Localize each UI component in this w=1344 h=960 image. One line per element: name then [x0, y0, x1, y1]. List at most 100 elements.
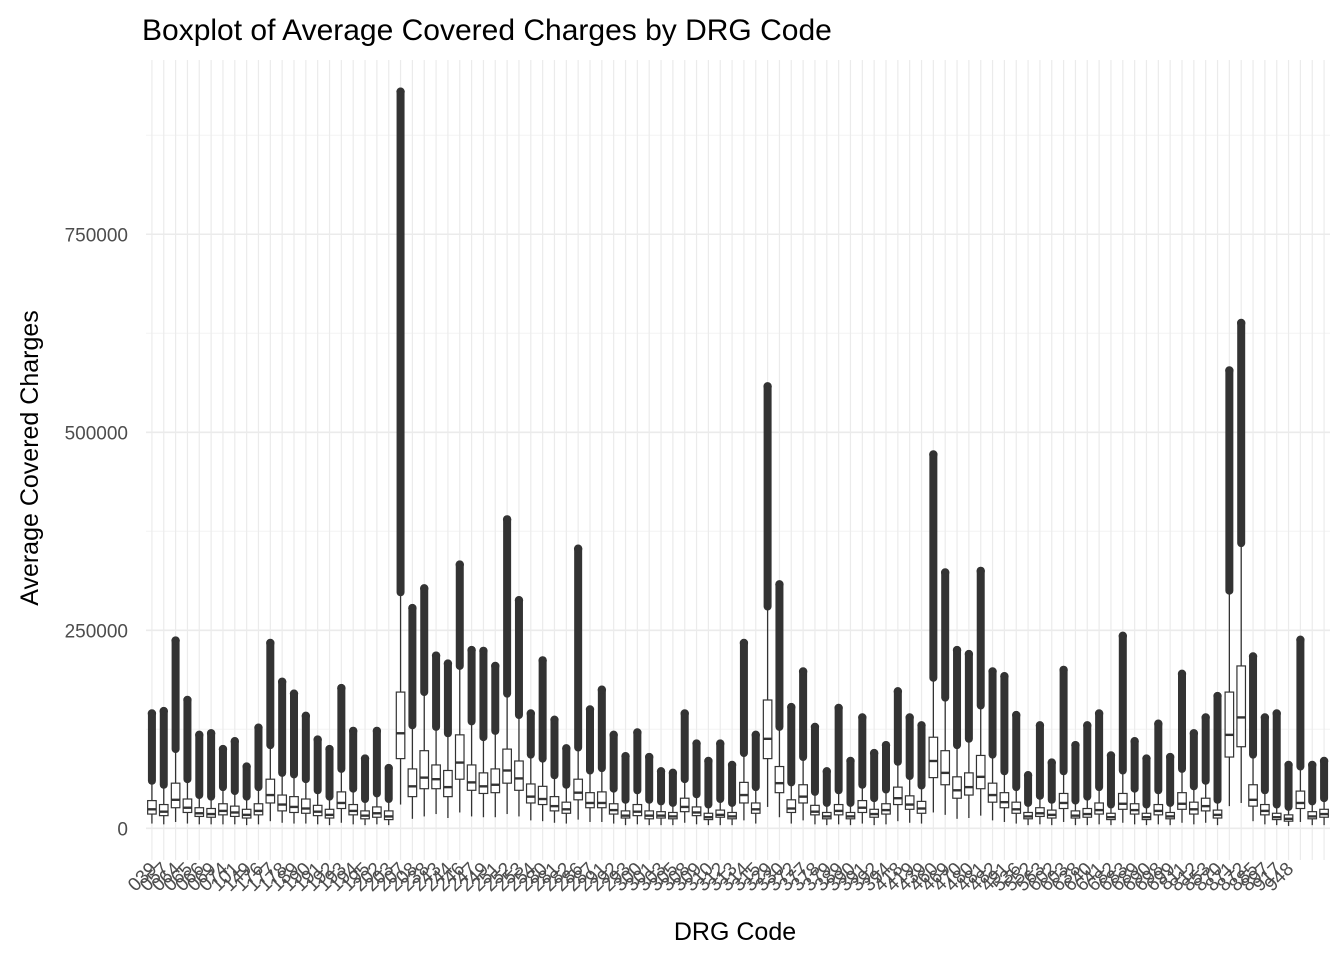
box-682 [1106, 751, 1116, 826]
box-291 [596, 685, 607, 822]
outlier-point [218, 744, 228, 754]
box-178 [277, 677, 288, 823]
box-330 [774, 580, 785, 818]
box-870 [1212, 691, 1223, 826]
box-body [904, 795, 915, 810]
box-378 [810, 722, 820, 825]
outlier-point [834, 703, 843, 713]
box-699 [1165, 752, 1176, 826]
box-246 [454, 560, 465, 813]
outlier-point [431, 651, 441, 660]
box-189 [289, 689, 299, 824]
outlier-point [550, 715, 559, 725]
box-undefined [1319, 756, 1329, 826]
outlier-point [597, 685, 607, 694]
box-074 [218, 744, 228, 825]
outlier-point [869, 748, 879, 758]
box-body [952, 776, 962, 799]
box-body [739, 781, 749, 804]
outlier-point [443, 659, 453, 668]
outlier-point [1248, 652, 1258, 661]
box-252 [502, 515, 512, 815]
box-body [182, 798, 193, 814]
box-280 [537, 656, 548, 822]
box-390 [845, 756, 856, 826]
box-243 [431, 651, 441, 815]
outlier-point [408, 603, 417, 613]
box-body [336, 791, 347, 810]
y-tick-label: 250000 [65, 621, 128, 642]
box-470 [952, 645, 962, 819]
outlier-point [277, 677, 287, 686]
box-body [537, 785, 548, 806]
outlier-point [1225, 366, 1234, 375]
outlier-point [171, 636, 180, 645]
box-body [1177, 792, 1187, 810]
box-282 [561, 744, 572, 824]
box-202 [372, 726, 382, 825]
box-body [514, 760, 524, 791]
outlier-point [526, 709, 535, 718]
y-axis-title: Average Covered Charges [16, 310, 44, 606]
box-303 [656, 767, 666, 826]
outlier-point [183, 695, 192, 705]
outlier-point [727, 760, 737, 770]
outlier-point [1272, 709, 1281, 718]
box-body [928, 736, 939, 779]
outlier-point [846, 756, 855, 766]
box-683 [1117, 631, 1128, 823]
outlier-point [798, 667, 808, 676]
outlier-point [1012, 710, 1021, 720]
box-body [975, 754, 986, 790]
box-body [999, 792, 1010, 809]
box-394 [881, 740, 891, 825]
box-389 [833, 703, 844, 825]
box-190 [300, 711, 311, 824]
outlier-point [881, 740, 891, 750]
box-481 [975, 566, 986, 816]
box-491 [999, 672, 1010, 822]
box-391 [857, 713, 868, 824]
box-812 [1188, 729, 1199, 825]
box-191 [312, 735, 323, 825]
box-body [419, 750, 430, 790]
box-872 [1236, 318, 1247, 803]
box-body [632, 803, 643, 817]
box-body [940, 750, 951, 786]
box-460 [928, 450, 939, 813]
box-563 [1035, 721, 1045, 825]
outlier-point [621, 752, 630, 761]
box-897 [1260, 713, 1270, 825]
box-101 [229, 736, 240, 825]
box-body [431, 764, 441, 790]
outlier-point [1154, 719, 1163, 728]
outlier-point [1260, 713, 1270, 722]
outlier-point [360, 754, 370, 763]
box-689 [1129, 736, 1140, 825]
outlier-point [313, 735, 322, 744]
outlier-point [1106, 751, 1116, 760]
box-315 [750, 730, 761, 824]
box-192 [324, 744, 335, 826]
outlier-point [964, 649, 974, 659]
box-305 [668, 768, 678, 826]
box-body [265, 778, 276, 804]
outlier-point [1296, 635, 1305, 645]
box-body [289, 796, 299, 814]
outlier-point [455, 560, 464, 569]
box-176 [253, 723, 264, 825]
outlier-point [1023, 771, 1033, 780]
outlier-point [266, 638, 275, 648]
outlier-point [230, 736, 239, 746]
outlier-point [704, 756, 713, 766]
box-body [585, 792, 595, 809]
box-body [1295, 790, 1306, 810]
box-439 [916, 721, 927, 824]
box-065 [182, 695, 193, 824]
outlier-point [514, 595, 524, 605]
box-body [300, 798, 311, 814]
outlier-point [810, 722, 820, 732]
box-871 [1224, 366, 1235, 807]
outlier-point [585, 705, 595, 714]
box-body [573, 778, 584, 801]
